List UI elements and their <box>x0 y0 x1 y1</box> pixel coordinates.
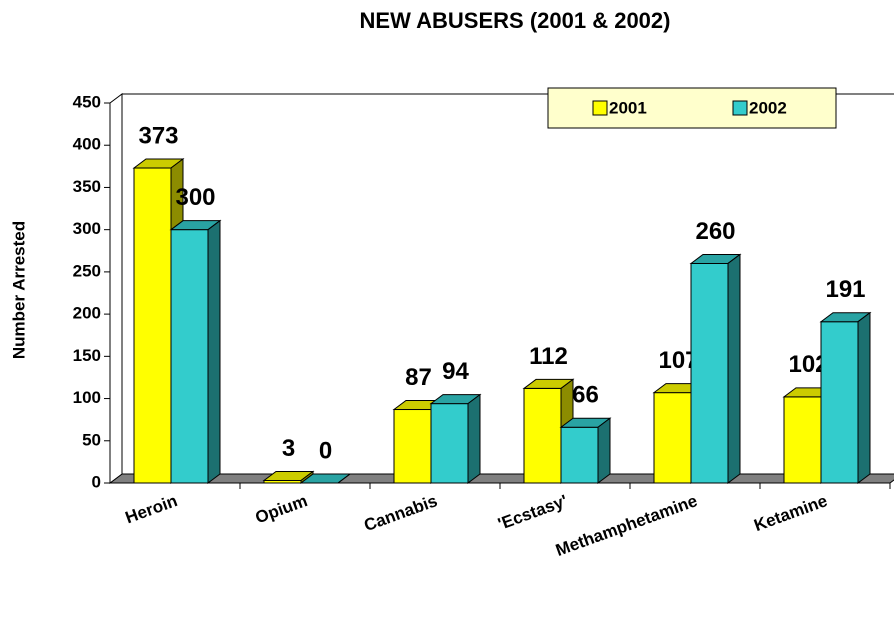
bar <box>689 253 742 484</box>
bar <box>429 393 482 484</box>
side-wall <box>109 93 123 484</box>
x-tick-label: Cannabis <box>361 491 439 535</box>
y-tick-label: 250 <box>73 261 101 280</box>
bar-side <box>467 393 481 484</box>
y-tick-label: 50 <box>82 430 101 449</box>
y-tick-label: 150 <box>73 346 101 365</box>
bar-front <box>820 321 859 484</box>
bar-front <box>430 403 469 484</box>
y-tick-label: 0 <box>92 472 101 491</box>
bar-front <box>690 262 729 484</box>
y-tick-label: 450 <box>73 92 101 111</box>
floor <box>108 473 894 484</box>
data-label: 0 <box>319 437 332 464</box>
bar-front <box>653 392 692 484</box>
bar-front <box>783 396 822 484</box>
data-label: 66 <box>572 382 599 409</box>
data-label: 300 <box>175 184 215 211</box>
x-tick-label: Ketamine <box>751 491 829 535</box>
y-axis-label: Number Arrested <box>9 221 28 359</box>
bar-side <box>337 473 351 484</box>
y-tick-label: 300 <box>73 219 101 238</box>
bar-side <box>597 417 611 484</box>
x-tick-label: Opium <box>253 491 310 527</box>
bar <box>299 473 352 484</box>
data-label: 112 <box>529 343 568 370</box>
bar <box>559 417 612 484</box>
bar <box>819 311 872 484</box>
y-tick-label: 400 <box>73 135 101 154</box>
data-label: 94 <box>442 358 469 385</box>
legend-label: 2002 <box>749 98 787 117</box>
bar <box>169 219 222 484</box>
legend-swatch <box>592 100 608 116</box>
data-label: 87 <box>405 364 432 391</box>
y-tick-label: 200 <box>73 304 101 323</box>
y-tick-label: 350 <box>73 177 101 196</box>
bar-front <box>133 167 172 484</box>
data-label: 373 <box>138 122 178 149</box>
y-tick-label: 100 <box>73 388 101 407</box>
data-label: 3 <box>282 435 295 462</box>
x-tick-label: Heroin <box>123 491 180 527</box>
bar-side <box>727 253 741 484</box>
back-wall <box>121 93 894 474</box>
bar-front <box>523 387 562 484</box>
bar-side <box>857 311 871 484</box>
legend-box <box>547 87 837 129</box>
data-label: 191 <box>825 276 865 303</box>
data-label: 260 <box>695 218 735 245</box>
x-tick-label: 'Ecstasy' <box>495 491 569 534</box>
x-tick-label: Methamphetamine <box>553 491 700 560</box>
bar-front <box>170 229 209 484</box>
bar-front <box>393 409 432 484</box>
bar-front <box>560 426 599 484</box>
bar-side <box>207 219 221 484</box>
chart-title: NEW ABUSERS (2001 & 2002) <box>360 8 671 33</box>
legend-swatch <box>732 100 748 116</box>
legend-label: 2001 <box>609 98 647 117</box>
